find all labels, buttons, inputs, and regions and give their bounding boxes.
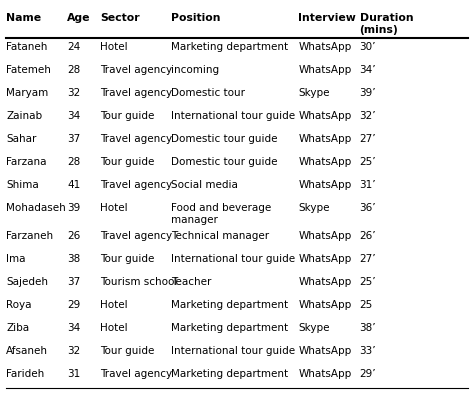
Text: WhatsApp: WhatsApp bbox=[298, 369, 352, 379]
Text: 24: 24 bbox=[67, 42, 81, 52]
Text: Marketing department: Marketing department bbox=[171, 323, 288, 333]
Text: WhatsApp: WhatsApp bbox=[298, 42, 352, 52]
Text: Hotel: Hotel bbox=[100, 42, 128, 52]
Text: Domestic tour: Domestic tour bbox=[171, 88, 245, 98]
Text: Tour guide: Tour guide bbox=[100, 254, 155, 264]
Text: WhatsApp: WhatsApp bbox=[298, 157, 352, 167]
Text: Farzaneh: Farzaneh bbox=[6, 231, 53, 241]
Text: incoming: incoming bbox=[171, 65, 219, 75]
Text: Shima: Shima bbox=[6, 180, 39, 190]
Text: Social media: Social media bbox=[171, 180, 238, 190]
Text: Food and beverage
manager: Food and beverage manager bbox=[171, 203, 271, 225]
Text: Travel agency: Travel agency bbox=[100, 65, 173, 75]
Text: WhatsApp: WhatsApp bbox=[298, 65, 352, 75]
Text: 34: 34 bbox=[67, 111, 81, 121]
Text: WhatsApp: WhatsApp bbox=[298, 111, 352, 121]
Text: Teacher: Teacher bbox=[171, 277, 211, 287]
Text: Age: Age bbox=[67, 13, 91, 23]
Text: 38’: 38’ bbox=[359, 323, 376, 333]
Text: Farzana: Farzana bbox=[6, 157, 46, 167]
Text: 36’: 36’ bbox=[359, 203, 376, 213]
Text: Skype: Skype bbox=[298, 203, 330, 213]
Text: 25: 25 bbox=[359, 300, 373, 310]
Text: Hotel: Hotel bbox=[100, 300, 128, 310]
Text: Sector: Sector bbox=[100, 13, 140, 23]
Text: 41: 41 bbox=[67, 180, 81, 190]
Text: Travel agency: Travel agency bbox=[100, 369, 173, 379]
Text: 34’: 34’ bbox=[359, 65, 376, 75]
Text: 28: 28 bbox=[67, 157, 81, 167]
Text: Afsaneh: Afsaneh bbox=[6, 346, 48, 356]
Text: 37: 37 bbox=[67, 134, 81, 144]
Text: Maryam: Maryam bbox=[6, 88, 48, 98]
Text: 39: 39 bbox=[67, 203, 81, 213]
Text: 32’: 32’ bbox=[359, 111, 376, 121]
Text: Travel agency: Travel agency bbox=[100, 134, 173, 144]
Text: Sajedeh: Sajedeh bbox=[6, 277, 48, 287]
Text: Tourism school: Tourism school bbox=[100, 277, 178, 287]
Text: Domestic tour guide: Domestic tour guide bbox=[171, 134, 278, 144]
Text: WhatsApp: WhatsApp bbox=[298, 231, 352, 241]
Text: International tour guide: International tour guide bbox=[171, 111, 295, 121]
Text: 31: 31 bbox=[67, 369, 81, 379]
Text: Marketing department: Marketing department bbox=[171, 42, 288, 52]
Text: 28: 28 bbox=[67, 65, 81, 75]
Text: Mohadaseh: Mohadaseh bbox=[6, 203, 66, 213]
Text: Domestic tour guide: Domestic tour guide bbox=[171, 157, 278, 167]
Text: Sahar: Sahar bbox=[6, 134, 36, 144]
Text: Travel agency: Travel agency bbox=[100, 88, 173, 98]
Text: Tour guide: Tour guide bbox=[100, 346, 155, 356]
Text: 29: 29 bbox=[67, 300, 81, 310]
Text: 27’: 27’ bbox=[359, 254, 376, 264]
Text: 38: 38 bbox=[67, 254, 81, 264]
Text: Farideh: Farideh bbox=[6, 369, 45, 379]
Text: 32: 32 bbox=[67, 346, 81, 356]
Text: 33’: 33’ bbox=[359, 346, 376, 356]
Text: 27’: 27’ bbox=[359, 134, 376, 144]
Text: 31’: 31’ bbox=[359, 180, 376, 190]
Text: Travel agency: Travel agency bbox=[100, 180, 173, 190]
Text: Hotel: Hotel bbox=[100, 323, 128, 333]
Text: 34: 34 bbox=[67, 323, 81, 333]
Text: WhatsApp: WhatsApp bbox=[298, 180, 352, 190]
Text: WhatsApp: WhatsApp bbox=[298, 346, 352, 356]
Text: Skype: Skype bbox=[298, 323, 330, 333]
Text: Fatemeh: Fatemeh bbox=[6, 65, 51, 75]
Text: 25’: 25’ bbox=[359, 277, 376, 287]
Text: Roya: Roya bbox=[6, 300, 32, 310]
Text: Hotel: Hotel bbox=[100, 203, 128, 213]
Text: Travel agency: Travel agency bbox=[100, 231, 173, 241]
Text: 39’: 39’ bbox=[359, 88, 376, 98]
Text: 29’: 29’ bbox=[359, 369, 376, 379]
Text: 32: 32 bbox=[67, 88, 81, 98]
Text: Technical manager: Technical manager bbox=[171, 231, 269, 241]
Text: Marketing department: Marketing department bbox=[171, 300, 288, 310]
Text: Tour guide: Tour guide bbox=[100, 157, 155, 167]
Text: WhatsApp: WhatsApp bbox=[298, 134, 352, 144]
Text: Ima: Ima bbox=[6, 254, 26, 264]
Text: Name: Name bbox=[6, 13, 41, 23]
Text: WhatsApp: WhatsApp bbox=[298, 300, 352, 310]
Text: Zainab: Zainab bbox=[6, 111, 42, 121]
Text: International tour guide: International tour guide bbox=[171, 346, 295, 356]
Text: International tour guide: International tour guide bbox=[171, 254, 295, 264]
Text: 30’: 30’ bbox=[359, 42, 376, 52]
Text: Tour guide: Tour guide bbox=[100, 111, 155, 121]
Text: Marketing department: Marketing department bbox=[171, 369, 288, 379]
Text: WhatsApp: WhatsApp bbox=[298, 254, 352, 264]
Text: 37: 37 bbox=[67, 277, 81, 287]
Text: 26’: 26’ bbox=[359, 231, 376, 241]
Text: 26: 26 bbox=[67, 231, 81, 241]
Text: Ziba: Ziba bbox=[6, 323, 29, 333]
Text: Skype: Skype bbox=[298, 88, 330, 98]
Text: Fataneh: Fataneh bbox=[6, 42, 47, 52]
Text: Duration
(mins): Duration (mins) bbox=[359, 13, 413, 35]
Text: 25’: 25’ bbox=[359, 157, 376, 167]
Text: Position: Position bbox=[171, 13, 220, 23]
Text: Interview: Interview bbox=[298, 13, 356, 23]
Text: WhatsApp: WhatsApp bbox=[298, 277, 352, 287]
